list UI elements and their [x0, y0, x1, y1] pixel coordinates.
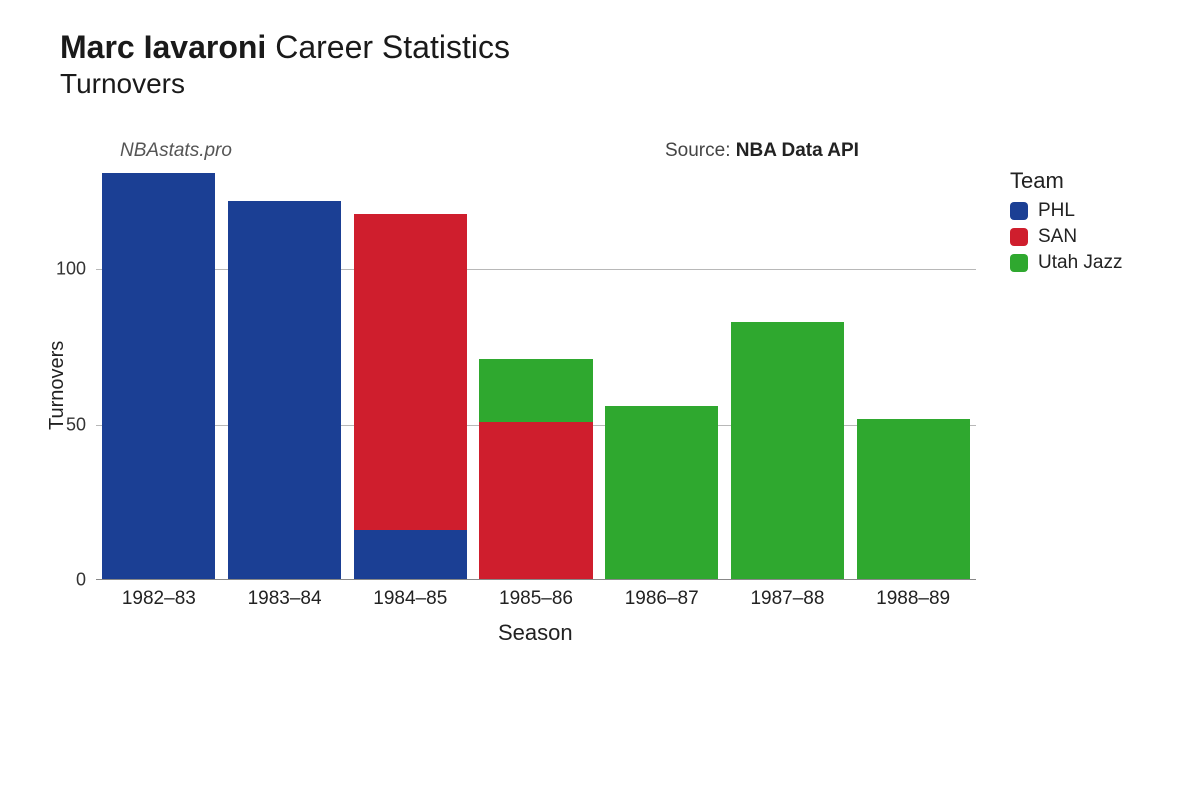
bar-column	[605, 170, 718, 580]
legend: Team PHL SAN Utah Jazz	[1010, 168, 1122, 278]
bar-segment	[354, 530, 467, 580]
legend-item: SAN	[1010, 226, 1122, 248]
legend-swatch	[1010, 254, 1028, 272]
title-suffix: Career Statistics	[266, 29, 510, 65]
legend-title: Team	[1010, 168, 1122, 194]
x-tick-label: 1985–86	[499, 588, 573, 610]
bar-column	[102, 170, 215, 580]
source-name: NBA Data API	[736, 140, 859, 161]
credit-label: NBAstats.pro	[120, 140, 232, 162]
x-axis-baseline	[96, 579, 976, 580]
y-axis-label: Turnovers	[46, 341, 69, 430]
legend-item: Utah Jazz	[1010, 252, 1122, 274]
bar-segment	[354, 214, 467, 531]
plot-area: 050100	[96, 170, 976, 580]
x-tick-label: 1984–85	[373, 588, 447, 610]
legend-label: SAN	[1038, 226, 1077, 248]
x-tick-label: 1987–88	[750, 588, 824, 610]
bar-column	[228, 170, 341, 580]
title-player-name: Marc Iavaroni	[60, 29, 266, 65]
bar-segment	[102, 173, 215, 580]
bar-column	[354, 170, 467, 580]
source-prefix: Source:	[665, 140, 736, 161]
bar-segment	[731, 322, 844, 580]
bar-segment	[479, 359, 592, 421]
bar-column	[731, 170, 844, 580]
legend-label: PHL	[1038, 200, 1075, 222]
x-tick-label: 1983–84	[248, 588, 322, 610]
legend-swatch	[1010, 228, 1028, 246]
chart-title-block: Marc Iavaroni Career Statistics Turnover…	[60, 28, 510, 100]
legend-item: PHL	[1010, 200, 1122, 222]
y-tick-label: 0	[76, 570, 96, 591]
bar-column	[479, 170, 592, 580]
bar-segment	[479, 422, 592, 580]
source-label: Source: NBA Data API	[665, 140, 859, 162]
bar-segment	[605, 406, 718, 580]
bar-column	[857, 170, 970, 580]
chart-subtitle: Turnovers	[60, 68, 510, 100]
y-tick-label: 100	[56, 259, 96, 280]
y-tick-label: 50	[66, 414, 96, 435]
bar-segment	[228, 201, 341, 580]
chart-title: Marc Iavaroni Career Statistics	[60, 28, 510, 66]
legend-swatch	[1010, 202, 1028, 220]
x-tick-label: 1986–87	[625, 588, 699, 610]
bar-segment	[857, 419, 970, 581]
x-tick-label: 1982–83	[122, 588, 196, 610]
legend-label: Utah Jazz	[1038, 252, 1122, 274]
x-axis-label: Season	[498, 620, 573, 646]
x-tick-label: 1988–89	[876, 588, 950, 610]
